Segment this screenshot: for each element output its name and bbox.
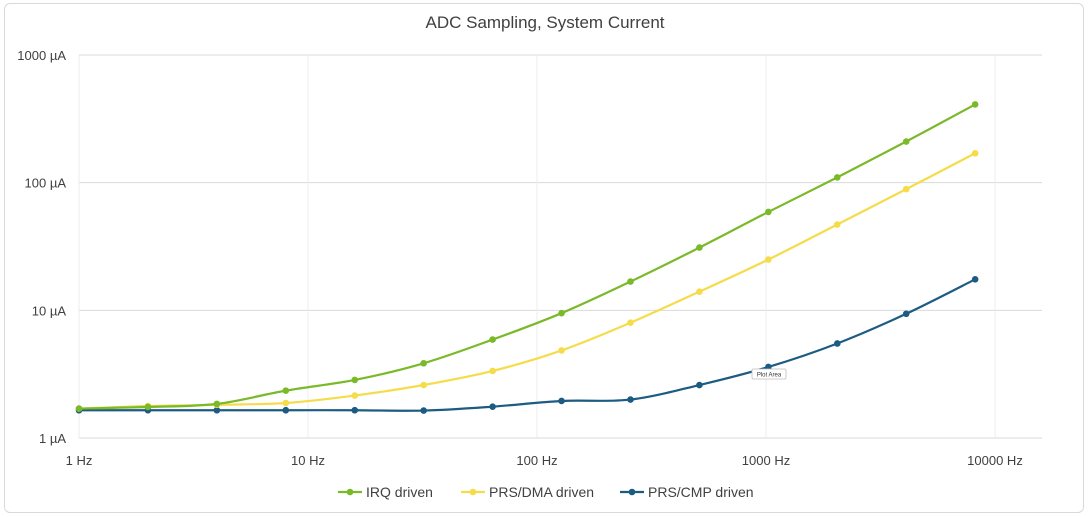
tooltip-box (751, 368, 787, 380)
data-point[interactable] (627, 319, 634, 327)
plot-area-tooltip: Plot Area (751, 368, 787, 380)
data-point[interactable] (971, 149, 979, 157)
data-point[interactable] (696, 288, 703, 295)
data-point[interactable] (351, 392, 359, 399)
legend-marker (469, 488, 477, 496)
data-point[interactable] (558, 309, 565, 317)
data-point[interactable] (833, 340, 841, 347)
x-tick-label: 1000 Hz (742, 453, 790, 468)
data-point[interactable] (351, 406, 359, 414)
series-line (79, 278, 976, 412)
data-point[interactable] (971, 101, 979, 108)
legend-item[interactable]: PRS/DMA driven (461, 484, 594, 500)
data-point[interactable] (282, 406, 290, 414)
grid-lines (78, 54, 1042, 439)
y-tick-label: 1000 µA (17, 48, 66, 63)
chart-frame (4, 3, 1084, 513)
legend-marker (628, 488, 636, 496)
data-point[interactable] (902, 310, 910, 318)
chart-title: ADC Sampling, System Current (425, 13, 665, 32)
x-tick-label: 10 Hz (291, 453, 325, 468)
legend-label: PRS/DMA driven (489, 484, 594, 500)
legend-item[interactable]: PRS/CMP driven (620, 484, 754, 500)
data-point[interactable] (833, 174, 841, 181)
data-point[interactable] (627, 396, 634, 403)
data-point[interactable] (282, 387, 290, 394)
x-tick-label: 100 Hz (516, 453, 557, 468)
data-point[interactable] (213, 406, 221, 414)
legend-label: IRQ driven (366, 484, 433, 500)
axis-labels: 1 µA 10 µA 100 µA 1000 µA 1 Hz 10 Hz 100 Hz 100… (17, 48, 1023, 468)
data-point[interactable] (75, 405, 83, 412)
data-point[interactable] (420, 407, 427, 414)
data-point[interactable] (902, 185, 910, 193)
legend-label: PRS/CMP driven (648, 484, 754, 500)
y-tick-label: 100 µA (25, 176, 67, 191)
data-point[interactable] (558, 397, 565, 405)
y-tick-label: 1 µA (39, 431, 66, 446)
data-point[interactable] (765, 208, 772, 216)
data-point[interactable] (489, 367, 496, 375)
data-point[interactable] (696, 244, 703, 251)
series-layer (75, 101, 979, 414)
data-point[interactable] (489, 336, 496, 343)
data-point[interactable] (282, 399, 290, 407)
data-point[interactable] (489, 403, 496, 410)
y-tick-label: 10 µA (32, 303, 67, 318)
data-point[interactable] (902, 138, 910, 145)
series-prs-cmp-driven (75, 276, 979, 414)
x-tick-label: 1 Hz (66, 453, 93, 468)
data-point[interactable] (696, 381, 703, 389)
data-point[interactable] (420, 381, 427, 389)
data-point[interactable] (558, 347, 565, 354)
data-point[interactable] (351, 376, 359, 384)
series-irq-driven (75, 101, 979, 412)
tooltip-text: Plot Area (757, 372, 782, 378)
data-point[interactable] (144, 403, 152, 411)
data-point[interactable] (833, 221, 841, 228)
data-point[interactable] (765, 256, 772, 263)
data-point[interactable] (420, 359, 427, 367)
series-prs-dma-driven (75, 149, 979, 412)
series-line (78, 103, 976, 410)
x-tick-label: 10000 Hz (967, 453, 1023, 468)
legend-item[interactable]: IRQ driven (338, 484, 433, 500)
data-point[interactable] (971, 276, 979, 283)
data-point[interactable] (213, 400, 221, 408)
legend: IRQ driven PRS/DMA driven PRS/CMP driven (338, 484, 754, 500)
data-point[interactable] (627, 278, 634, 285)
legend-marker (346, 488, 354, 496)
series-line (78, 152, 976, 410)
